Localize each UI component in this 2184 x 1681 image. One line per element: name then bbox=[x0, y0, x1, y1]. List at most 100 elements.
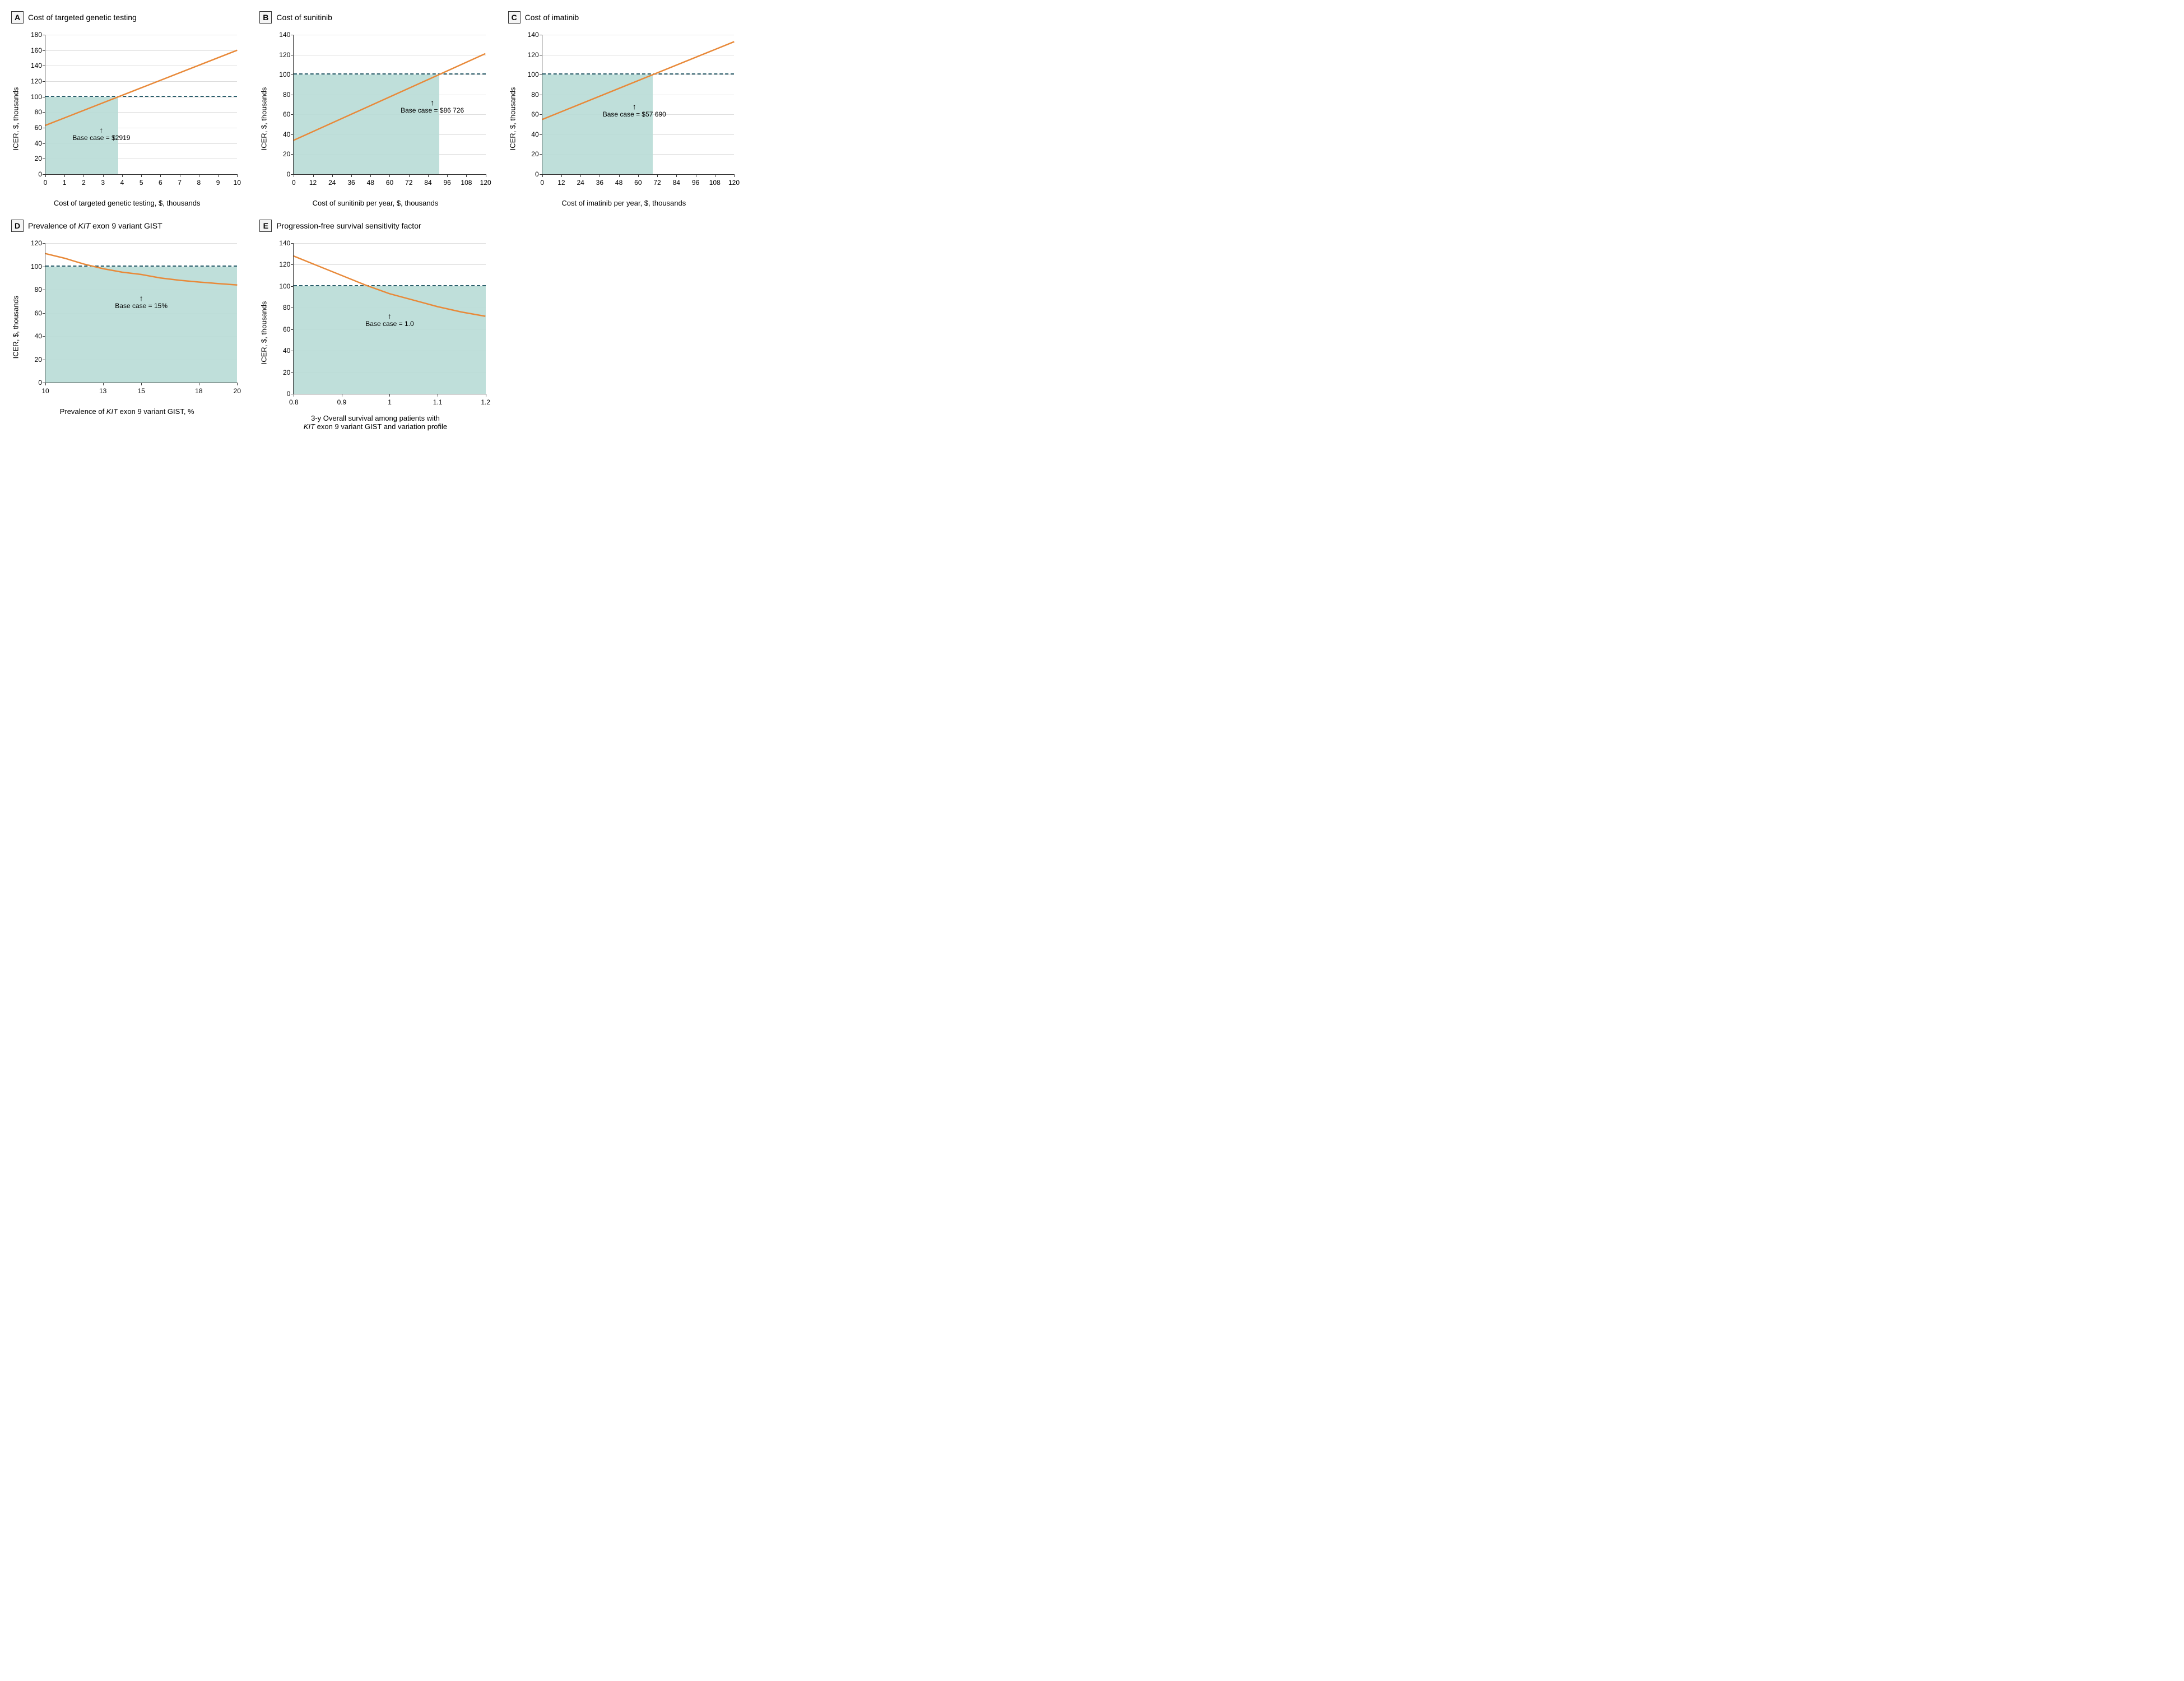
panel-D: DPrevalence of KIT exon 9 variant GIST02… bbox=[11, 220, 243, 428]
ytick-label: 140 bbox=[279, 239, 294, 247]
ytick-label: 40 bbox=[35, 332, 45, 340]
panel-header: BCost of sunitinib bbox=[259, 11, 491, 24]
chart-area: 0204060801001201013151820↑Base case = 15… bbox=[11, 238, 243, 417]
xtick-label: 48 bbox=[615, 174, 622, 187]
arrow-up-icon: ↑ bbox=[99, 126, 103, 134]
plot-region: 0204060801001201400122436486072849610812… bbox=[542, 35, 734, 175]
xtick-label: 108 bbox=[709, 174, 721, 187]
panel-header: ACost of targeted genetic testing bbox=[11, 11, 243, 24]
xtick-label: 1 bbox=[388, 394, 392, 406]
ytick-label: 40 bbox=[283, 131, 294, 138]
ytick-label: 60 bbox=[283, 325, 294, 333]
base-case-annotation: ↑Base case = $86 726 bbox=[401, 99, 464, 114]
ytick-label: 40 bbox=[283, 347, 294, 355]
ytick-label: 120 bbox=[528, 51, 542, 59]
ytick-label: 40 bbox=[35, 139, 45, 147]
y-axis-label: ICER, $, thousands bbox=[260, 301, 268, 365]
ytick-label: 100 bbox=[31, 263, 45, 271]
xtick-label: 18 bbox=[195, 383, 202, 395]
panel-letter: C bbox=[508, 11, 521, 24]
curve bbox=[45, 243, 237, 383]
xtick-label: 36 bbox=[596, 174, 603, 187]
panel-title: Prevalence of KIT exon 9 variant GIST bbox=[28, 221, 162, 230]
chart-area: 0204060801001201400122436486072849610812… bbox=[259, 29, 491, 208]
curve bbox=[45, 35, 237, 174]
ytick-label: 100 bbox=[528, 71, 542, 78]
xtick-label: 0.9 bbox=[337, 394, 347, 406]
xtick-label: 10 bbox=[234, 174, 241, 187]
arrow-up-icon: ↑ bbox=[140, 294, 143, 302]
xtick-label: 96 bbox=[444, 174, 451, 187]
panel-header: EProgression-free survival sensitivity f… bbox=[259, 220, 491, 232]
xtick-label: 0 bbox=[540, 174, 544, 187]
xtick-label: 0 bbox=[44, 174, 48, 187]
annotation-text: Base case = $86 726 bbox=[401, 106, 464, 114]
panel-header: C Cost of imatinib bbox=[508, 11, 740, 24]
ytick-label: 140 bbox=[528, 31, 542, 39]
panel-letter: E bbox=[259, 220, 272, 232]
xtick-label: 1.1 bbox=[433, 394, 443, 406]
ytick-label: 60 bbox=[283, 110, 294, 118]
plot-region: 0204060801001201400.80.911.11.2↑Base cas… bbox=[293, 243, 485, 394]
ytick-label: 20 bbox=[531, 150, 542, 158]
ytick-label: 100 bbox=[279, 71, 294, 78]
ytick-label: 20 bbox=[283, 369, 294, 376]
y-axis-label: ICER, $, thousands bbox=[508, 87, 517, 151]
xtick-label: 0 bbox=[292, 174, 296, 187]
ytick-label: 20 bbox=[35, 356, 45, 364]
xtick-label: 20 bbox=[234, 383, 241, 395]
xtick-label: 12 bbox=[557, 174, 565, 187]
xtick-label: 5 bbox=[140, 174, 143, 187]
xtick-label: 72 bbox=[405, 174, 412, 187]
ytick-label: 160 bbox=[31, 46, 45, 54]
panel-header: DPrevalence of KIT exon 9 variant GIST bbox=[11, 220, 243, 232]
xtick-label: 2 bbox=[82, 174, 86, 187]
xtick-label: 36 bbox=[347, 174, 355, 187]
xtick-label: 108 bbox=[461, 174, 472, 187]
ytick-label: 100 bbox=[279, 282, 294, 290]
arrow-up-icon: ↑ bbox=[633, 103, 636, 110]
xtick-label: 60 bbox=[634, 174, 642, 187]
ytick-label: 80 bbox=[531, 91, 542, 99]
y-axis-label: ICER, $, thousands bbox=[12, 296, 20, 359]
panel-title: Cost of imatinib bbox=[525, 13, 579, 22]
xtick-label: 1 bbox=[63, 174, 67, 187]
xtick-label: 10 bbox=[41, 383, 49, 395]
xtick-label: 24 bbox=[328, 174, 336, 187]
xtick-label: 7 bbox=[178, 174, 182, 187]
x-axis-label: 3-y Overall survival among patients with… bbox=[271, 414, 480, 431]
arrow-up-icon: ↑ bbox=[430, 99, 434, 106]
ytick-label: 100 bbox=[31, 93, 45, 101]
y-axis-label: ICER, $, thousands bbox=[12, 87, 20, 151]
plot-region: 020406080100120140160180012345678910↑Bas… bbox=[45, 35, 237, 175]
ytick-label: 40 bbox=[531, 131, 542, 138]
base-case-annotation: ↑Base case = $57 690 bbox=[603, 103, 666, 118]
xtick-label: 13 bbox=[99, 383, 106, 395]
ytick-label: 80 bbox=[283, 91, 294, 99]
xtick-label: 120 bbox=[728, 174, 740, 187]
base-case-annotation: ↑Base case = 15% bbox=[115, 294, 168, 310]
panel-A: ACost of targeted genetic testing 0204060… bbox=[11, 11, 243, 208]
xtick-label: 6 bbox=[159, 174, 162, 187]
x-axis-label: Cost of imatinib per year, $, thousands bbox=[561, 199, 686, 207]
panel-title: Cost of sunitinib bbox=[276, 13, 332, 22]
annotation-text: Base case = $57 690 bbox=[603, 110, 666, 118]
base-case-annotation: ↑Base case = 1.0 bbox=[365, 312, 413, 328]
ytick-label: 120 bbox=[31, 77, 45, 85]
ytick-label: 120 bbox=[279, 260, 294, 268]
panel-title: Cost of targeted genetic testing bbox=[28, 13, 137, 22]
xtick-label: 12 bbox=[309, 174, 317, 187]
ytick-label: 60 bbox=[531, 110, 542, 118]
annotation-text: Base case = $2919 bbox=[72, 134, 130, 142]
base-case-annotation: ↑Base case = $2919 bbox=[72, 126, 130, 142]
chart-area: 0204060801001201400.80.911.11.2↑Base cas… bbox=[259, 238, 491, 428]
panel-E: EProgression-free survival sensitivity f… bbox=[259, 220, 491, 428]
ytick-label: 80 bbox=[35, 286, 45, 294]
xtick-label: 1.2 bbox=[481, 394, 490, 406]
panel-C: C Cost of imatinib 02040608010012014001224… bbox=[508, 11, 740, 208]
xtick-label: 24 bbox=[577, 174, 584, 187]
annotation-text: Base case = 1.0 bbox=[365, 320, 413, 328]
xtick-label: 0.8 bbox=[289, 394, 299, 406]
xtick-label: 15 bbox=[137, 383, 145, 395]
ytick-label: 120 bbox=[31, 239, 45, 247]
